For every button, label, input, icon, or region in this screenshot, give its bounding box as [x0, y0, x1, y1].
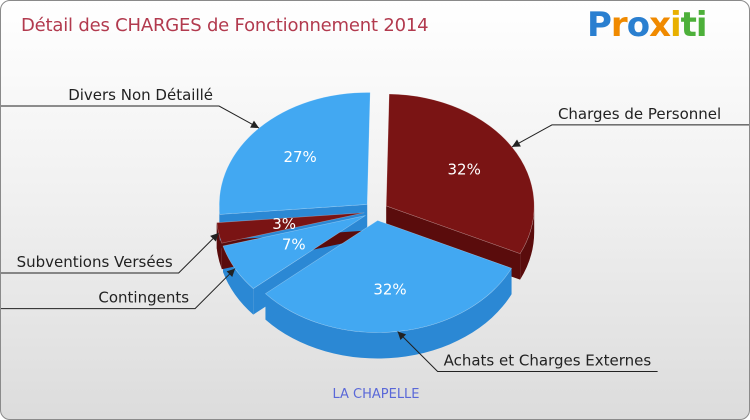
callout-leader-line	[511, 124, 749, 148]
callout-arrowhead	[397, 331, 407, 340]
pie-percent-label: 32%	[447, 160, 480, 178]
pie-percent-label: 27%	[283, 148, 316, 166]
logo-letter: i	[695, 5, 708, 45]
callout-arrowhead	[250, 120, 260, 129]
pie-slice-achats-et-charges-externes[interactable]	[264, 220, 512, 333]
callout-arrowhead	[226, 268, 236, 278]
callout-arrowhead	[511, 139, 521, 147]
callout-label: Charges de Personnel	[558, 105, 721, 123]
chart-location-label: LA CHAPELLE	[332, 387, 420, 402]
pie-percent-label: 32%	[373, 280, 406, 298]
callout-label: Achats et Charges Externes	[444, 351, 652, 369]
logo-letter: r	[610, 5, 628, 45]
pie-slice-subventions-vers-es[interactable]	[216, 212, 365, 244]
pie-percent-label: 7%	[282, 236, 306, 254]
callout-arrowhead	[210, 233, 219, 242]
pie-slice-side	[265, 268, 512, 359]
pie-slice-divers-non-d-taill-[interactable]	[218, 92, 371, 215]
pie-slice-side	[520, 205, 535, 280]
logo-letter: x	[649, 5, 671, 45]
logo-letter: P	[587, 5, 612, 45]
pie-top-layer	[216, 92, 535, 333]
pie-callouts: Charges de Personnel Achats et Charges Ex…	[1, 86, 749, 372]
callout-label: Divers Non Détaillé	[68, 86, 213, 104]
callout-label: Contingents	[98, 289, 189, 307]
logo-letter: o	[626, 5, 650, 45]
pie-slice-contingents[interactable]	[222, 215, 366, 290]
logo-letter: t	[680, 5, 697, 45]
callout-leader-line	[397, 331, 658, 372]
pie-percent-labels: 32% 32% 7% 3% 27%	[272, 148, 481, 298]
logo-letter: i	[670, 5, 682, 45]
pie-percent-label: 3%	[272, 215, 296, 233]
proxiti-logo[interactable]: Proxiti	[587, 5, 708, 45]
chart-title: Détail des CHARGES de Fonctionnement 201…	[21, 15, 429, 36]
callout-leader-line	[1, 268, 236, 310]
callout-leader-line	[1, 105, 260, 129]
callout-label: Subventions Versées	[17, 253, 173, 271]
callout-leader-line	[1, 232, 220, 274]
